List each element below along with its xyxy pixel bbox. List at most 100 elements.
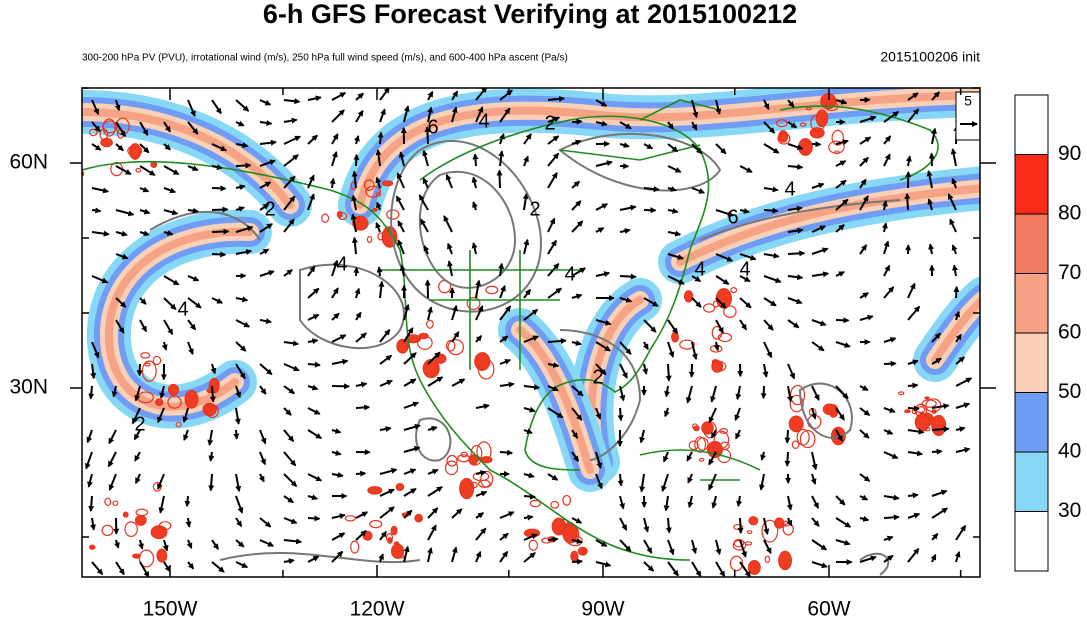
wind-vector	[187, 121, 199, 135]
wind-vector	[162, 539, 169, 552]
wind-vector	[283, 517, 298, 524]
wind-vector	[307, 407, 321, 415]
wind-vector	[283, 495, 294, 504]
wind-vector	[955, 447, 971, 453]
wind-vectors	[84, 88, 973, 577]
wind-vector	[397, 239, 405, 255]
wind-vector	[472, 201, 478, 211]
wind-vector	[378, 553, 384, 563]
ascent-contour	[529, 499, 542, 508]
wind-vector	[907, 108, 920, 123]
wind-vector	[547, 116, 561, 123]
wind-vector	[161, 341, 168, 351]
wind-vector	[811, 319, 827, 327]
pv-contours	[149, 132, 901, 576]
wind-vector	[595, 271, 611, 278]
wind-vector	[499, 335, 509, 343]
wind-vector	[665, 363, 672, 382]
wind-vector	[233, 429, 240, 440]
wind-vector	[907, 382, 919, 389]
wind-vector	[667, 186, 677, 192]
wind-vector	[667, 341, 675, 358]
wind-vector	[947, 193, 957, 211]
wind-vector	[283, 451, 297, 467]
wind-vector	[691, 99, 699, 119]
wind-vector	[259, 429, 267, 445]
ascent-contour	[746, 530, 753, 535]
wind-vector	[403, 105, 410, 123]
ascent-contour	[382, 180, 394, 187]
wind-vector	[835, 139, 849, 146]
wind-vector	[763, 252, 780, 259]
wind-vector	[423, 245, 430, 255]
wind-vector	[883, 535, 894, 542]
ascent-contour	[692, 423, 698, 430]
wind-vector	[235, 473, 242, 493]
wind-vector	[427, 376, 444, 387]
wind-vector	[739, 297, 752, 309]
wind-vector	[811, 561, 828, 569]
wind-vector	[379, 328, 391, 343]
wind-vector	[307, 193, 315, 211]
wind-vector	[235, 561, 249, 569]
wind-vector	[111, 385, 118, 398]
wind-vector	[379, 467, 398, 475]
wind-vector	[259, 139, 277, 146]
ascent-contour	[799, 429, 816, 449]
wind-vector	[571, 139, 582, 146]
wind-vector	[377, 131, 384, 145]
ascent-contour	[777, 132, 791, 145]
wind-vector	[163, 187, 177, 194]
wind-vector	[259, 99, 272, 106]
wind-vector	[642, 363, 649, 375]
wind-vector	[499, 89, 513, 101]
wind-vector	[931, 533, 939, 541]
wind-vector	[418, 194, 429, 211]
wind-vector	[235, 495, 244, 514]
wind-vector	[163, 319, 174, 336]
wind-vector	[331, 334, 347, 343]
wind-vector	[811, 271, 830, 278]
wind-vector	[307, 555, 320, 563]
map: 6 4 2 2 4 4 2 4 4 6 4 4 2 2 5	[82, 88, 980, 577]
wind-vector	[786, 517, 793, 527]
wind-vector	[835, 224, 845, 233]
wind-vector	[157, 473, 165, 490]
wind-vector	[139, 121, 149, 136]
colorbar-box	[1014, 154, 1049, 215]
wind-vector	[115, 561, 125, 576]
wind-vector	[283, 429, 295, 443]
wind-vector	[139, 230, 150, 237]
wind-vector	[353, 153, 360, 167]
wind-vector	[739, 319, 748, 331]
ascent-contour	[723, 305, 737, 318]
wind-vector	[496, 169, 503, 189]
wind-vector	[259, 385, 267, 395]
contour-label: 4	[784, 178, 795, 200]
ascent-contour	[390, 543, 405, 559]
wind-vector	[931, 91, 940, 101]
wind-vector	[667, 539, 675, 556]
wind-vector	[663, 495, 670, 512]
ascent-contour	[702, 303, 716, 313]
wind-vector	[619, 228, 631, 234]
wind-vector	[399, 264, 406, 277]
wind-vector	[134, 451, 141, 462]
wind-vector	[210, 363, 217, 375]
wind-vector	[931, 448, 943, 455]
ascent-contour	[102, 118, 116, 137]
wind-vector	[283, 473, 298, 487]
wind-vector	[475, 550, 482, 563]
wind-vector	[331, 91, 347, 101]
wind-vector	[355, 470, 367, 477]
y-tick-label: 60N	[9, 151, 48, 174]
ascent-contour	[367, 486, 383, 495]
wind-vector	[183, 429, 189, 441]
wind-vector	[397, 220, 405, 233]
wind-vector	[499, 511, 515, 519]
ascent-contour	[711, 360, 724, 373]
wind-vector	[667, 561, 679, 577]
wind-vector	[595, 319, 612, 326]
wind-vector	[835, 517, 852, 528]
wind-vector	[187, 99, 196, 117]
